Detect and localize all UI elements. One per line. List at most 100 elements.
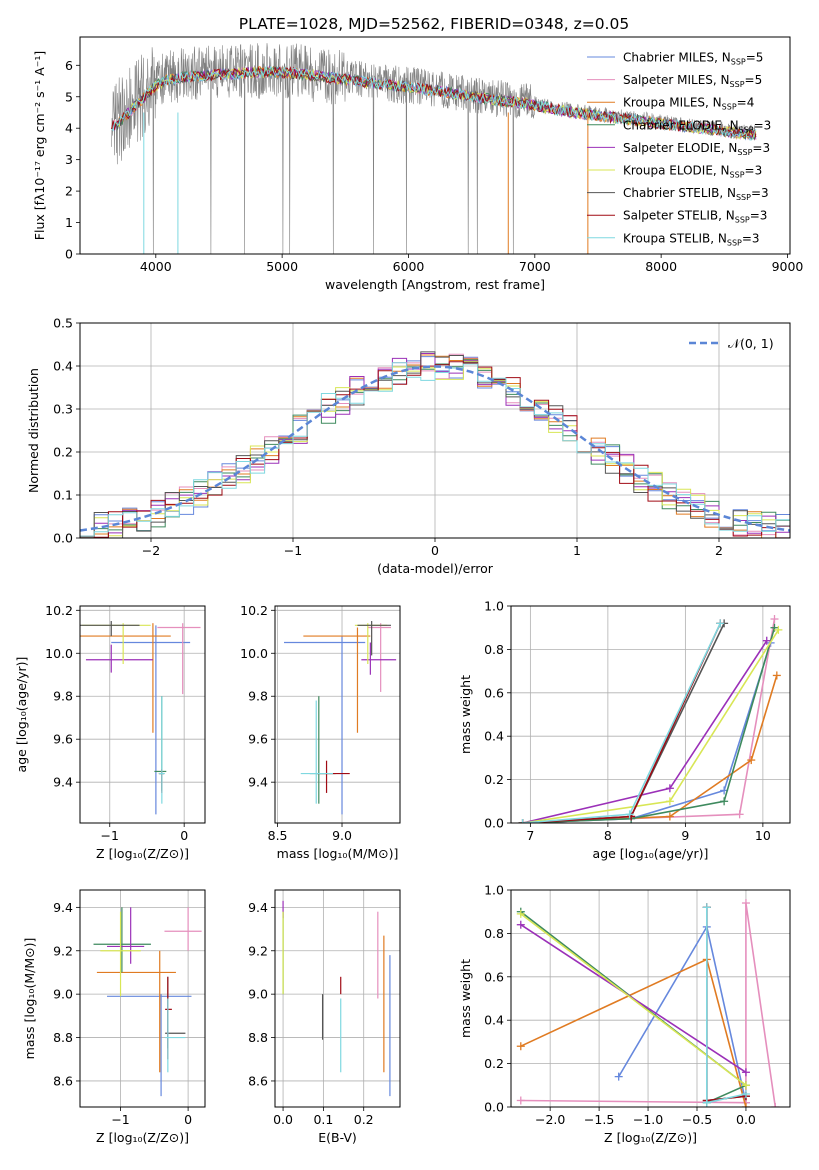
axes-weight_vs_Z: −2.0 −1.5 −1.0 −0.5 0.0 0.0 0.2 0.4 0.6 0.8 1.0 Z [… <box>458 883 791 1145</box>
series-line <box>522 629 780 823</box>
x-tick-label: 0.0 <box>736 1112 756 1127</box>
axes-frame <box>274 889 401 1108</box>
errorbar-salpeter-stelib <box>165 976 172 1060</box>
axes-frame <box>510 605 791 824</box>
x-tick-label: 8.5 <box>268 828 288 843</box>
y-tick-label: 8.6 <box>248 1073 268 1088</box>
series-kroupa-elodie <box>516 909 750 1090</box>
y-tick-label: 0.8 <box>484 926 504 941</box>
y-tick-label: 0.4 <box>484 1013 504 1028</box>
model-spectrum-chabrier-stelib <box>111 65 757 141</box>
x-tick-label: 0 <box>184 1112 192 1127</box>
errorbar-salpeter-miles <box>157 623 201 695</box>
errorbar-kroupa-miles <box>303 627 371 733</box>
y-tick-label: 10.0 <box>45 646 73 661</box>
y-axis-label: mass weight <box>458 959 473 1038</box>
x-tick-label: 9000 <box>772 259 804 274</box>
y-tick-label: 1.0 <box>484 883 504 898</box>
errorbar-chabrier-elodie <box>93 907 151 973</box>
legend-label: Kroupa MILES, NSSP=4 <box>623 96 754 112</box>
y-tick-label: 4 <box>65 121 73 136</box>
x-tick-label: 0 <box>180 828 188 843</box>
x-tick-label: 0 <box>431 543 439 558</box>
y-tick-label: 9.0 <box>53 987 73 1002</box>
series-kroupa-stelib <box>702 903 750 1107</box>
y-axis-label: mass weight <box>458 675 473 754</box>
axes-frame <box>510 889 791 1108</box>
series-salpeter-elodie <box>516 920 750 1077</box>
y-tick-label: 9.4 <box>53 775 73 790</box>
y-tick-label: 8.8 <box>53 1030 73 1045</box>
x-axis-label: (data-model)/error <box>377 561 494 576</box>
series-line <box>520 958 747 1107</box>
plot-area-age_vs_mass <box>284 621 397 815</box>
residual-histogram-kroupa-stelib <box>80 362 790 537</box>
x-axis-label: mass [log₁₀(M/M⊙)] <box>277 846 399 861</box>
legend-label: Kroupa ELODIE, NSSP=3 <box>623 164 762 180</box>
x-axis-label: E(B-V) <box>318 1130 357 1145</box>
series-chabrier-elodie <box>518 623 779 823</box>
plot-area-age_vs_Z <box>80 621 201 815</box>
y-tick-label: 0.4 <box>484 729 504 744</box>
model-spectrum-kroupa-stelib <box>111 65 757 141</box>
x-tick-label: −1 <box>284 543 302 558</box>
y-axis-label: mass [log₁₀(M/M⊙)] <box>22 938 37 1060</box>
y-tick-label: 8.6 <box>53 1073 73 1088</box>
y-tick-label: 9.4 <box>248 900 268 915</box>
plot-area-weight_vs_age <box>518 615 783 823</box>
y-axis-label: age [log₁₀(age/yr)] <box>14 657 29 773</box>
y-tick-label: 0.2 <box>53 445 73 460</box>
y-tick-label: 0.0 <box>53 531 73 546</box>
errorbar-chabrier-miles <box>111 625 191 815</box>
axes-mass_vs_ebv: 0.0 0.1 0.2 8.6 8.8 9.0 9.2 9.4 E(B-V) <box>248 889 401 1145</box>
plot-area-spectrum <box>111 43 757 254</box>
y-axis-label: Flux [fλ10⁻¹⁷ erg cm⁻² s⁻¹ A⁻¹] <box>32 51 47 240</box>
x-axis-label: age [log₁₀(age/yr)] <box>593 846 709 861</box>
series-line <box>522 627 776 823</box>
series-line <box>705 907 746 1102</box>
x-tick-label: 4000 <box>140 259 172 274</box>
legend-label: Kroupa STELIB, NSSP=3 <box>623 231 760 247</box>
x-axis-label: Z [log₁₀(Z/Z⊙)] <box>604 1130 697 1145</box>
errorbar-chabrier-stelib <box>357 621 391 656</box>
series-line <box>520 924 747 1073</box>
x-tick-label: 8 <box>604 828 612 843</box>
y-tick-label: 0 <box>65 247 73 262</box>
series-line <box>705 907 746 1102</box>
y-tick-label: 9.2 <box>53 943 73 958</box>
errorbar-chabrier-elodie <box>309 696 336 804</box>
errorbar-salpeter-miles <box>164 907 202 951</box>
x-tick-label: 1 <box>573 543 581 558</box>
series-line <box>522 623 722 823</box>
errorbar-salpeter-elodie <box>361 642 397 675</box>
series-salpeter-stelib <box>518 619 725 823</box>
series-chabrier-miles <box>614 922 750 1107</box>
series-kroupa-stelib <box>518 619 725 823</box>
y-tick-label: 10.2 <box>45 603 73 618</box>
figure-title: PLATE=1028, MJD=52562, FIBERID=0348, z=0… <box>239 15 629 33</box>
errorbar-kroupa-stelib <box>158 696 165 804</box>
series-salpeter-miles <box>516 899 780 1107</box>
y-tick-label: 2 <box>65 184 73 199</box>
series-kroupa-miles <box>516 955 750 1107</box>
x-tick-label: −1 <box>101 828 119 843</box>
x-tick-label: 0.2 <box>354 1112 374 1127</box>
plot-area-mass_vs_Z <box>93 907 202 1097</box>
x-tick-label: −1.5 <box>584 1112 614 1127</box>
x-tick-label: 5000 <box>266 259 298 274</box>
y-tick-label: 9.6 <box>248 732 268 747</box>
series-salpeter-miles <box>518 615 779 823</box>
y-tick-label: 5 <box>65 89 73 104</box>
y-tick-label: 1.0 <box>484 599 504 614</box>
y-tick-label: 0.2 <box>484 1056 504 1071</box>
y-tick-label: 6 <box>65 58 73 73</box>
errorbar-salpeter-elodie <box>85 644 153 673</box>
x-tick-label: 7 <box>526 828 534 843</box>
series-line <box>522 623 725 823</box>
axes-mass_vs_Z: −1 0 8.6 8.8 9.0 9.2 9.4 Z [log₁₀(Z/Z⊙)] mass [l… <box>22 889 206 1145</box>
x-tick-label: 10 <box>755 828 771 843</box>
y-tick-label: 9.4 <box>248 775 268 790</box>
errorbar-chabrier-stelib <box>80 621 140 637</box>
series-line <box>522 640 768 823</box>
x-axis-label: Z [log₁₀(Z/Z⊙)] <box>96 1130 189 1145</box>
